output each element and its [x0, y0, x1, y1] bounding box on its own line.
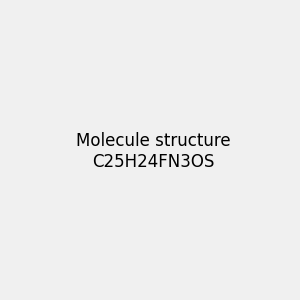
Text: Molecule structure
C25H24FN3OS: Molecule structure C25H24FN3OS [76, 132, 231, 171]
